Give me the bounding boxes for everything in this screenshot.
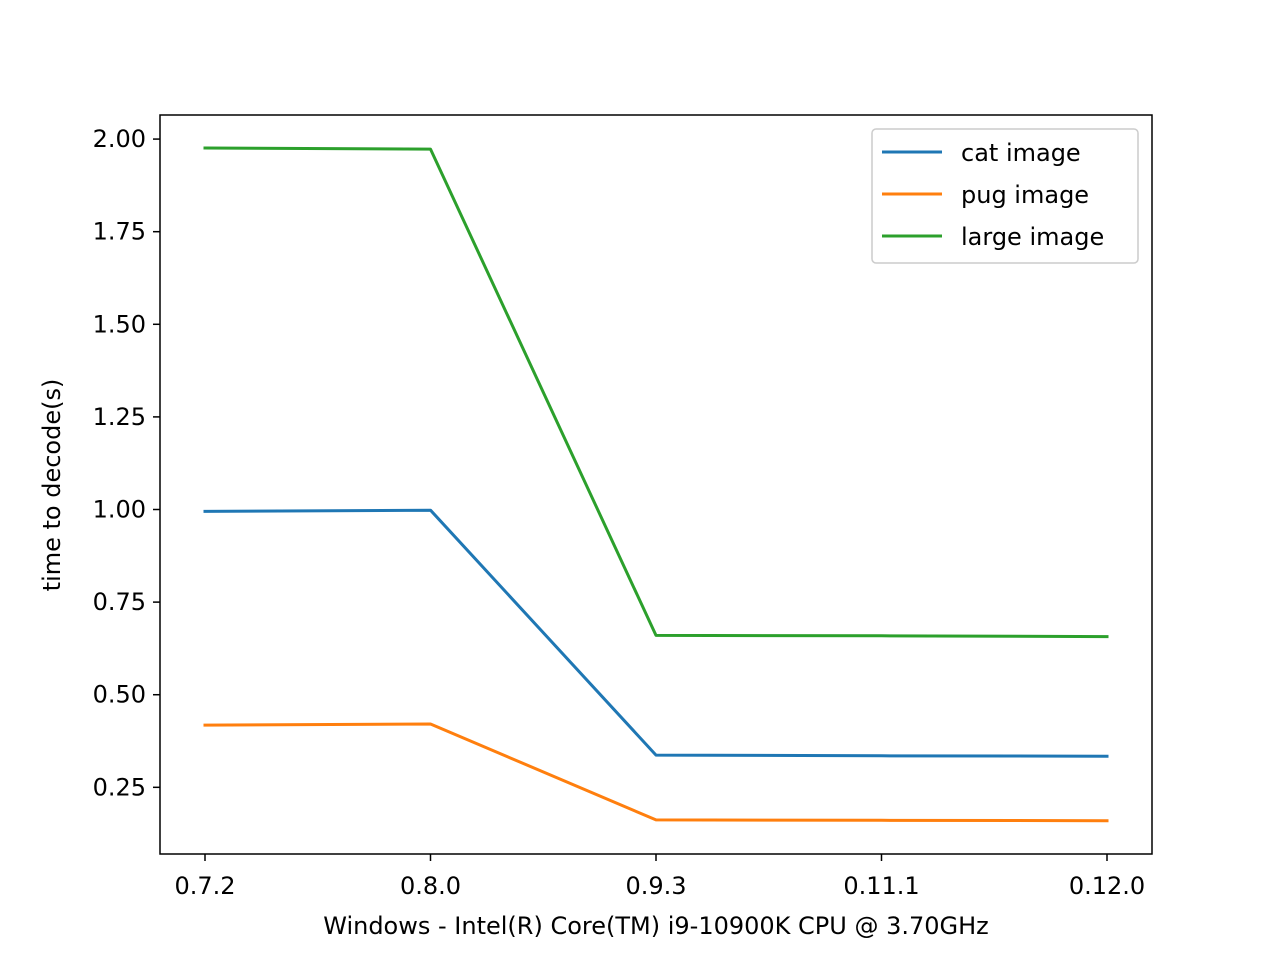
x-axis-title: Windows - Intel(R) Core(TM) i9-10900K CP…	[323, 912, 989, 940]
y-tick-label: 0.50	[93, 681, 146, 709]
legend-label: pug image	[961, 181, 1089, 209]
y-tick-label: 1.50	[93, 310, 146, 338]
series-line-cat-image	[203, 508, 1109, 758]
y-tick-label: 0.75	[93, 588, 146, 616]
series-line-pug-image	[203, 722, 1109, 823]
x-tick-label: 0.9.3	[625, 872, 686, 900]
y-axis: 0.25 0.50 0.75 1.00 1.25 1.50 1.75 2.00	[93, 125, 160, 801]
x-tick-label: 0.7.2	[174, 872, 235, 900]
y-tick-label: 0.25	[93, 773, 146, 801]
legend-label: cat image	[961, 139, 1081, 167]
y-axis-title: time to decode(s)	[38, 379, 66, 592]
x-tick-label: 0.11.1	[843, 872, 919, 900]
x-axis: 0.7.2 0.8.0 0.9.3 0.11.1 0.12.0	[174, 854, 1145, 900]
series-layer	[203, 146, 1109, 823]
legend-label: large image	[961, 223, 1104, 251]
y-tick-label: 1.25	[93, 403, 146, 431]
x-tick-label: 0.8.0	[400, 872, 461, 900]
y-tick-label: 1.00	[93, 496, 146, 524]
plot-frame	[159, 114, 1153, 855]
y-tick-label: 1.75	[93, 218, 146, 246]
legend: cat image pug image large image	[871, 128, 1139, 264]
y-tick-label: 2.00	[93, 125, 146, 153]
series-line-large-image	[203, 146, 1109, 639]
x-tick-label: 0.12.0	[1069, 872, 1145, 900]
legend-box	[871, 128, 1139, 264]
